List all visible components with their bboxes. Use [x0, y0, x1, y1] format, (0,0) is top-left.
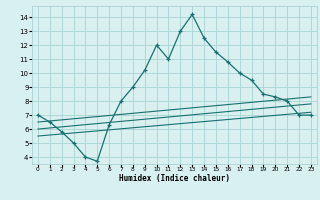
X-axis label: Humidex (Indice chaleur): Humidex (Indice chaleur) [119, 174, 230, 183]
